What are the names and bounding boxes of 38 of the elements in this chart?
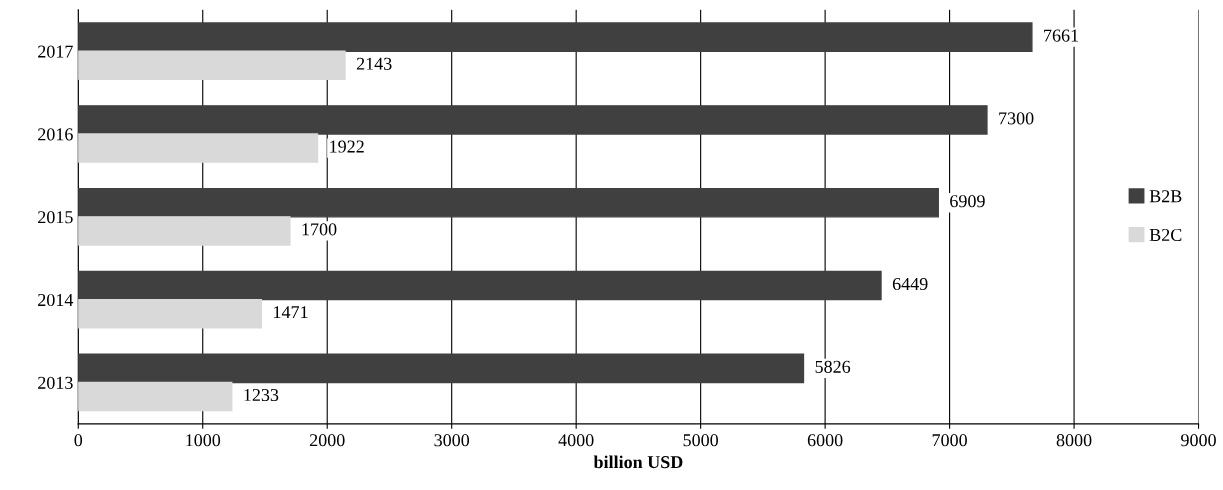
x-tick-label: 8000 <box>1056 434 1092 447</box>
bar <box>78 270 882 301</box>
x-tick-label: 0 <box>74 434 83 447</box>
x-axis-title: billion USD <box>593 455 683 469</box>
data-label: 6449 <box>892 277 928 291</box>
bar <box>78 216 291 246</box>
data-label: 7300 <box>999 112 1034 125</box>
data-label: 1700 <box>302 223 337 236</box>
x-tick-label: 2000 <box>309 434 345 447</box>
y-tick-label: 2014 <box>38 293 74 307</box>
bar <box>78 105 988 135</box>
legend-label: B2C <box>1149 228 1182 242</box>
x-tick-label: 6000 <box>807 434 843 447</box>
x-tick-label: 5000 <box>683 434 719 447</box>
bar <box>78 381 233 412</box>
data-label: 5826 <box>815 360 851 373</box>
y-tick-label: 2013 <box>38 376 73 389</box>
y-tick-label: 2016 <box>38 128 73 141</box>
x-tick-label: 7000 <box>932 434 967 447</box>
data-label: 7661 <box>1044 29 1079 42</box>
y-tick-label: 2015 <box>38 211 73 224</box>
x-tick-label: 4000 <box>558 434 594 447</box>
bar <box>78 298 263 329</box>
data-label: 1922 <box>330 140 364 153</box>
x-tick-label: 1000 <box>186 434 221 447</box>
bar <box>78 50 346 81</box>
y-tick-label: 2017 <box>38 45 73 58</box>
x-tick-label: 3000 <box>434 434 470 447</box>
data-label: 1233 <box>244 388 279 402</box>
x-tick-label: 9000 <box>1181 434 1216 447</box>
bar <box>78 133 319 163</box>
data-label: 1471 <box>274 306 308 319</box>
bar <box>78 187 939 218</box>
data-label: 2143 <box>356 57 392 70</box>
legend-label: B2B <box>1149 190 1182 203</box>
data-label: 6909 <box>950 195 985 208</box>
bar <box>78 22 1033 52</box>
bar <box>78 353 805 384</box>
